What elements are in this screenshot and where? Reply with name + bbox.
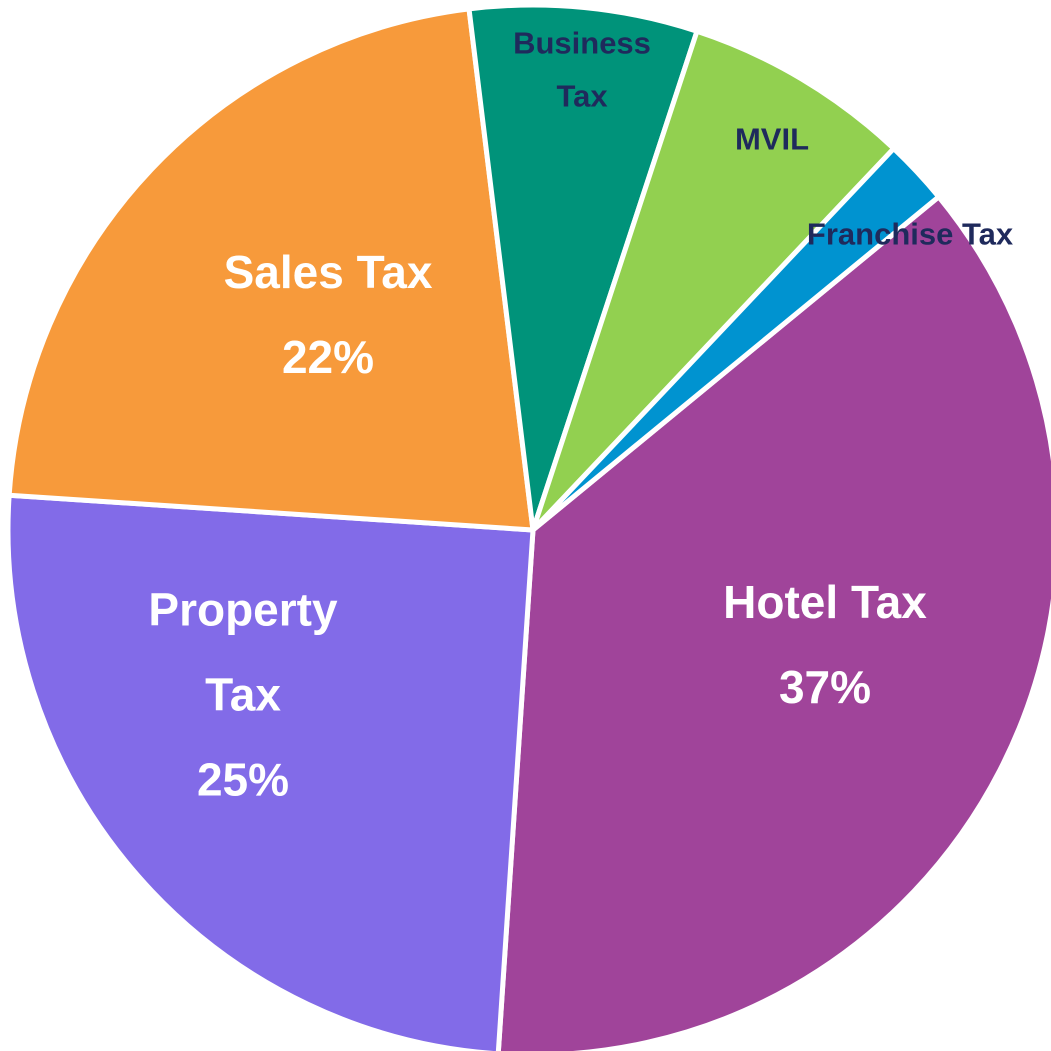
slice	[466, 2, 700, 533]
category-label: Franchise Tax	[806, 216, 1014, 252]
slice-label: Business Tax	[497, 17, 667, 122]
category-label: MVIL	[734, 121, 810, 157]
slice	[530, 146, 942, 533]
slice	[530, 28, 897, 533]
slice	[495, 194, 1051, 1051]
category-label: Hotel Tax	[723, 575, 927, 628]
category-label: Sales Tax	[223, 245, 433, 298]
slice-label: Hotel Tax 37%	[665, 560, 985, 730]
slice-label: Sales Tax 22%	[168, 230, 488, 400]
slice-label: Franchise Tax	[770, 209, 1050, 262]
slice-label: Property Tax 25%	[123, 567, 363, 822]
category-label: Property Tax	[148, 583, 338, 721]
value-label: 22%	[281, 331, 375, 383]
value-label: 37%	[778, 661, 872, 713]
value-label: 25%	[196, 753, 290, 806]
slice	[6, 6, 536, 533]
slice-label: MVIL	[672, 114, 872, 167]
category-label: Business Tax	[513, 25, 651, 113]
slice	[5, 492, 536, 1051]
